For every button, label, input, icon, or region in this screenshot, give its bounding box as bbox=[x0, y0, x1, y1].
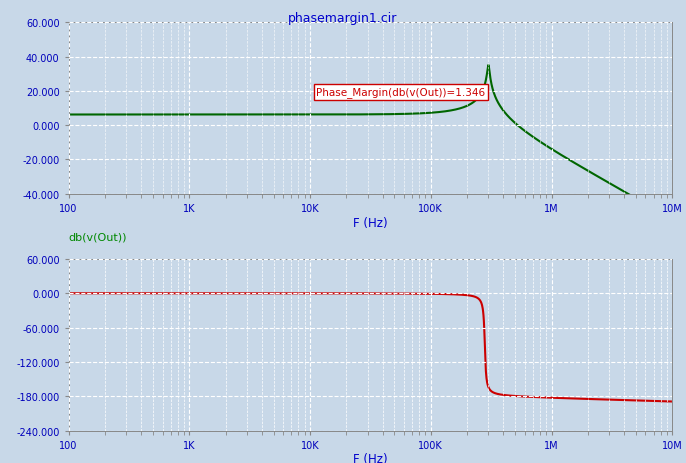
X-axis label: F (Hz): F (Hz) bbox=[353, 216, 388, 229]
Text: db(v(Out)): db(v(Out)) bbox=[69, 232, 127, 242]
X-axis label: F (Hz): F (Hz) bbox=[353, 452, 388, 463]
Text: Phase_Margin(db(v(Out))=1.346: Phase_Margin(db(v(Out))=1.346 bbox=[316, 87, 485, 98]
Text: phasemargin1.cir: phasemargin1.cir bbox=[288, 12, 398, 25]
